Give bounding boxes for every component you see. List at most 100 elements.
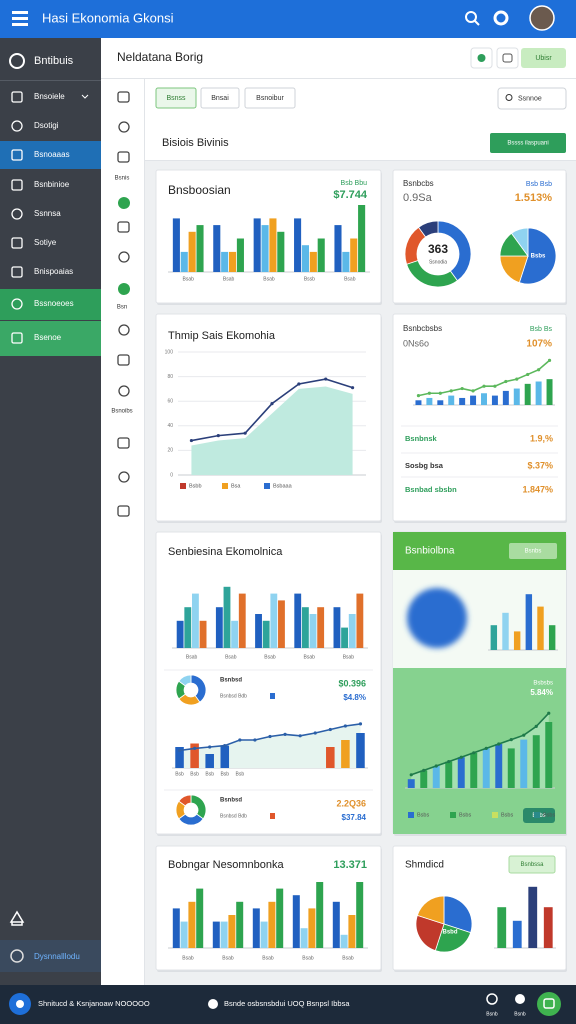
rail-icon[interactable] xyxy=(117,437,130,449)
header-button[interactable] xyxy=(521,48,566,68)
card-button[interactable] xyxy=(508,855,556,874)
menu-item[interactable]: Bsenoe xyxy=(34,333,62,342)
x-tick-label: Bsb xyxy=(236,771,245,777)
rail-icon[interactable] xyxy=(117,221,130,233)
y-tick-label: 100 xyxy=(165,349,174,355)
bar xyxy=(172,908,180,948)
panel-title: Bisiois Bivinis xyxy=(162,137,229,149)
bar xyxy=(528,886,538,948)
tab[interactable] xyxy=(200,87,240,109)
rail-icon[interactable] xyxy=(118,324,130,336)
rail-icon[interactable] xyxy=(117,151,130,163)
rail-label: Bsnis xyxy=(115,176,130,182)
search-icon[interactable] xyxy=(465,11,480,26)
highlight-item xyxy=(0,289,101,320)
bar xyxy=(192,593,199,648)
menu-item[interactable]: Bnispoaias xyxy=(34,267,73,276)
row-label: Bsnbsd xyxy=(220,798,242,804)
card-value: 5.84% xyxy=(530,688,553,697)
bar xyxy=(212,921,220,948)
point xyxy=(509,738,513,742)
bar xyxy=(294,593,302,648)
search-box[interactable] xyxy=(497,87,567,110)
bar xyxy=(190,743,199,768)
rail-icon[interactable] xyxy=(118,121,130,133)
bar xyxy=(548,625,556,650)
menu-icon xyxy=(11,208,23,220)
settings-icon[interactable] xyxy=(493,10,509,26)
card-value: 107% xyxy=(526,339,552,350)
x-tick-label: Bsab xyxy=(264,654,276,660)
menu-item[interactable]: Bssnoeoes xyxy=(34,299,74,308)
home-icon[interactable] xyxy=(9,910,25,926)
bar xyxy=(278,600,285,648)
point xyxy=(313,731,317,735)
x-tick-label: Bsab xyxy=(262,955,274,961)
menu-item[interactable]: Sotiye xyxy=(34,238,57,247)
point xyxy=(216,434,220,438)
card: Bsnbcbs 0.9Sa Bsb Bsb 1.513% 363 Ssnodia Bsbs xyxy=(392,169,567,305)
icon-button[interactable] xyxy=(496,47,519,69)
bar xyxy=(356,593,364,648)
area xyxy=(191,386,353,475)
tab[interactable] xyxy=(155,87,197,109)
sidebar-footer[interactable]: Dysnnalllodu xyxy=(34,952,80,961)
point xyxy=(324,377,328,381)
point xyxy=(515,377,519,381)
x-tick-label: Bsab xyxy=(225,654,237,660)
rail-icon[interactable] xyxy=(117,505,130,517)
bar xyxy=(276,888,284,948)
rail-icon[interactable] xyxy=(118,471,130,483)
point xyxy=(177,748,182,753)
rail-icon[interactable] xyxy=(117,91,130,103)
rail-icon[interactable] xyxy=(118,251,130,263)
bar xyxy=(525,594,533,650)
rail-icon[interactable] xyxy=(118,385,130,397)
status-dot xyxy=(477,54,486,62)
bar xyxy=(180,921,188,948)
card-subtitle: 0Ns6o xyxy=(403,338,429,348)
donut-slice xyxy=(178,794,192,807)
legend-label: Bsbs xyxy=(459,812,471,818)
bar xyxy=(334,225,342,272)
card-caption: Bsb Bs xyxy=(530,326,553,333)
bottom-icon[interactable] xyxy=(515,994,525,1004)
bar xyxy=(215,607,223,648)
rail-icon[interactable] xyxy=(117,354,130,366)
menu-item[interactable]: Bnsoiele xyxy=(34,92,65,101)
tab[interactable] xyxy=(244,87,296,109)
fab[interactable] xyxy=(537,992,561,1016)
rail-icon xyxy=(118,197,130,209)
x-tick-label: Bsb xyxy=(205,771,214,777)
x-tick-label: Bsb xyxy=(190,771,199,777)
active-item xyxy=(0,141,101,169)
x-tick-label: Bsb xyxy=(175,771,184,777)
row-swatch xyxy=(270,813,275,819)
bar xyxy=(457,757,465,788)
bar xyxy=(495,744,503,788)
card-button[interactable] xyxy=(509,543,557,559)
bottom-icon[interactable] xyxy=(486,993,498,1005)
point xyxy=(482,384,486,388)
menu-item[interactable]: Bsnoaaas xyxy=(34,150,70,159)
menu-item[interactable]: Bsnbinioe xyxy=(34,180,70,189)
menu-item[interactable]: Dsotigi xyxy=(34,121,59,130)
tab-label: Bsnoibur xyxy=(256,95,284,102)
panel-button[interactable] xyxy=(490,133,566,153)
point xyxy=(422,768,426,773)
row-sub: Bsnbsd Bdb xyxy=(220,813,247,819)
bar xyxy=(308,908,316,948)
point xyxy=(297,382,301,386)
stat-label: Bsnbad sbsbn xyxy=(405,485,457,494)
card-value: $7.744 xyxy=(333,189,368,201)
menu-icon xyxy=(11,298,23,310)
menu-item[interactable]: Ssnnsa xyxy=(34,209,61,218)
bar xyxy=(236,238,244,272)
menu-icon[interactable] xyxy=(12,11,28,26)
bar xyxy=(437,400,444,405)
bar xyxy=(420,770,428,788)
bar xyxy=(176,620,184,648)
avatar[interactable] xyxy=(529,5,555,31)
bar xyxy=(317,607,325,648)
card-title: Bsnbcbs xyxy=(403,179,434,188)
